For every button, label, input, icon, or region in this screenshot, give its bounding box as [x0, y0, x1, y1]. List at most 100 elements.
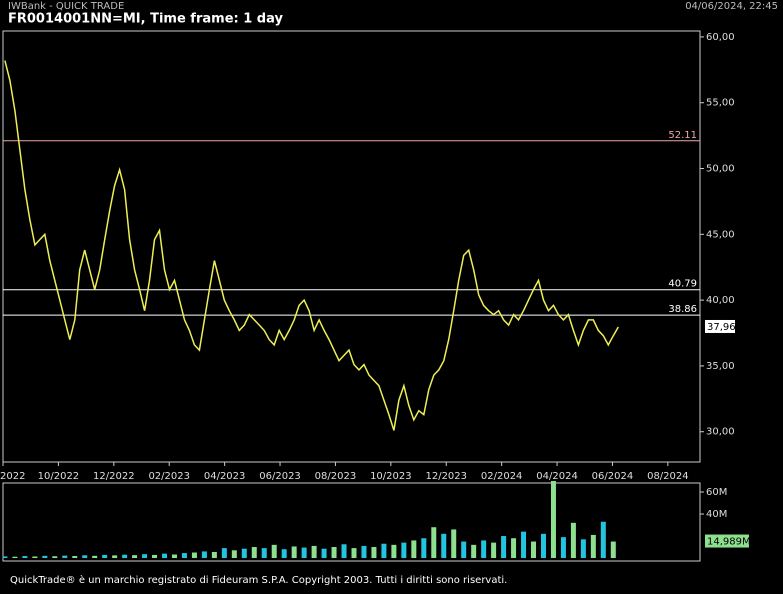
- y-tick-label: 45,00: [706, 229, 735, 240]
- volume-bar: [371, 547, 377, 559]
- y-tick-label: 40M: [706, 509, 727, 520]
- last-value-box: [705, 534, 749, 548]
- chart-title: FR0014001NN=MI, Time frame: 1 day: [8, 12, 283, 27]
- timestamp: 04/06/2024, 22:45: [685, 1, 778, 12]
- volume-bar: [181, 553, 187, 559]
- volume-bar: [391, 544, 397, 559]
- x-tick-label: 04/2023: [204, 471, 246, 482]
- volume-bar: [112, 555, 118, 559]
- y-tick-label: 60,00: [706, 32, 735, 43]
- y-tick-label: 40,00: [706, 295, 735, 306]
- volume-bar: [531, 541, 537, 559]
- volume-bar: [52, 556, 58, 559]
- volume-bar: [600, 521, 606, 559]
- volume-bar: [221, 548, 227, 559]
- x-tick-label: 04/2024: [536, 471, 578, 482]
- volume-bar: [511, 538, 517, 559]
- volume-bar: [560, 537, 566, 559]
- volume-bar: [341, 544, 347, 559]
- volume-bar: [32, 556, 38, 559]
- volume-bar: [201, 551, 207, 559]
- volume-bar: [610, 541, 616, 559]
- x-tick-label: 12/2022: [93, 471, 135, 482]
- volume-frame: [2, 482, 701, 562]
- y-tick-label: 50,00: [706, 164, 735, 175]
- volume-bar: [431, 527, 437, 559]
- x-tick-label: 08/2023: [315, 471, 357, 482]
- volume-bar: [152, 554, 158, 559]
- x-tick-label: 2022: [0, 471, 25, 482]
- volume-bar: [540, 533, 546, 559]
- volume-bar: [411, 540, 417, 559]
- volume-bar: [241, 548, 247, 559]
- volume-bar: [550, 481, 556, 559]
- volume-bar: [102, 554, 108, 559]
- x-tick-label: 02/2024: [481, 471, 523, 482]
- volume-bar: [501, 536, 507, 559]
- volume-bar: [311, 545, 317, 559]
- x-tick-label: 12/2023: [425, 471, 467, 482]
- volume-bar: [491, 542, 497, 559]
- volume-bar: [381, 543, 387, 559]
- x-tick-label: 08/2024: [647, 471, 689, 482]
- x-tick-label: 10/2022: [38, 471, 80, 482]
- volume-bar: [191, 552, 197, 559]
- volume-bar: [22, 556, 28, 559]
- volume-bar: [461, 541, 467, 559]
- level-label: 40.79: [668, 279, 697, 290]
- app-title: IWBank - QUICK TRADE: [8, 1, 124, 12]
- volume-bar: [421, 538, 427, 559]
- x-tick-label: 06/2024: [592, 471, 634, 482]
- y-tick-label: 30,00: [706, 427, 735, 438]
- volume-bar: [331, 547, 337, 559]
- volume-bar: [570, 522, 576, 559]
- volume-bar: [291, 546, 297, 559]
- footer: QuickTrade® è un marchio registrato di F…: [10, 574, 507, 586]
- x-tick-label: 02/2023: [148, 471, 190, 482]
- volume-bar: [281, 549, 287, 559]
- x-tick-label: 06/2023: [259, 471, 301, 482]
- volume-bar: [521, 531, 527, 559]
- level-label: 38.86: [668, 304, 697, 315]
- y-tick-label: 35,00: [706, 361, 735, 372]
- volume-bar: [471, 544, 477, 559]
- y-tick-label: 55,00: [706, 98, 735, 109]
- volume-bar: [42, 555, 48, 559]
- volume-bar: [82, 555, 88, 559]
- volume-bar: [590, 534, 596, 559]
- volume-bar: [92, 555, 98, 559]
- volume-bar: [12, 556, 18, 559]
- volume-bar: [301, 547, 307, 559]
- volume-bar: [132, 555, 138, 559]
- volume-bar: [211, 551, 217, 559]
- volume-bar: [580, 539, 586, 559]
- last-value-label: 14,989M: [707, 537, 751, 548]
- volume-bar: [162, 553, 168, 559]
- volume-bar: [142, 554, 148, 559]
- x-tick-label: 10/2023: [370, 471, 412, 482]
- price-line: [4, 60, 619, 431]
- volume-bar: [231, 550, 237, 559]
- volume-bar: [401, 542, 407, 559]
- last-value-box: [705, 319, 735, 333]
- volume-bar: [72, 556, 78, 559]
- volume-bar: [321, 548, 327, 559]
- volume-bar: [251, 547, 257, 559]
- volume-bar: [171, 554, 177, 559]
- volume-bar: [271, 544, 277, 559]
- level-label: 52.11: [668, 130, 697, 141]
- y-tick-label: 60M: [706, 487, 727, 498]
- volume-bar: [441, 533, 447, 559]
- volume-bar: [122, 554, 128, 559]
- volume-bar: [261, 548, 267, 559]
- volume-bar: [62, 555, 68, 559]
- volume-bar: [2, 556, 8, 559]
- last-value-label: 37,96: [707, 322, 736, 333]
- price-frame: [2, 30, 701, 463]
- volume-bar: [361, 545, 367, 559]
- volume-bar: [481, 540, 487, 559]
- volume-bar: [451, 529, 457, 559]
- volume-bar: [351, 548, 357, 559]
